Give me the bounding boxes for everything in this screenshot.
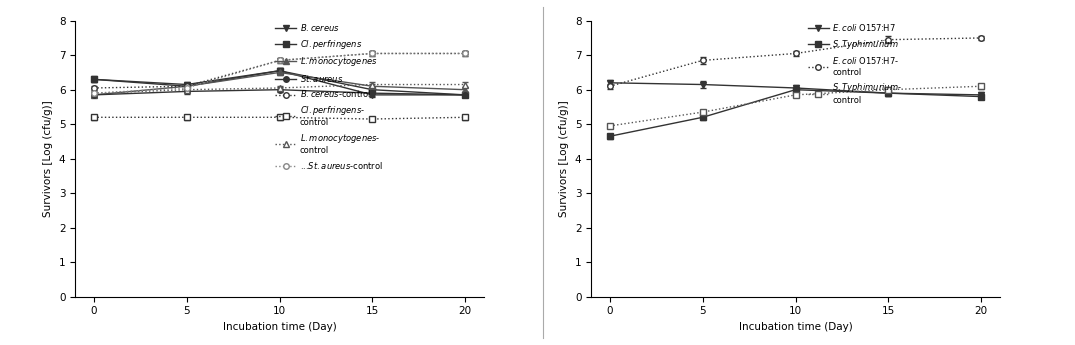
Legend: $B. cereus$, $Cl. perfringens$, $L. monocytogenes$, $St. aureus$, $B. cereus$-co: $B. cereus$, $Cl. perfringens$, $L. mono… (275, 22, 383, 171)
X-axis label: Incubation time (Day): Incubation time (Day) (739, 322, 852, 332)
Y-axis label: Survivors [Log (cfu/g)]: Survivors [Log (cfu/g)] (559, 100, 570, 217)
X-axis label: Incubation time (Day): Incubation time (Day) (223, 322, 336, 332)
Legend: $E. coli$ O157:H7, $S. Typhimurium$, $E. coli$ O157:H7-
control, $S. Typhimurium: $E. coli$ O157:H7, $S. Typhimurium$, $E.… (807, 22, 902, 105)
Y-axis label: Survivors [Log (cfu/g)]: Survivors [Log (cfu/g)] (43, 100, 54, 217)
